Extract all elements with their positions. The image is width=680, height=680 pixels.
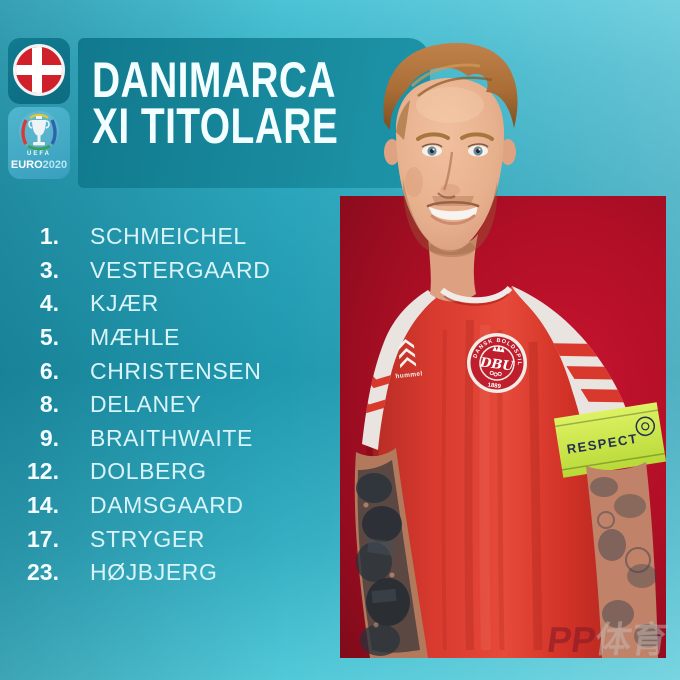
lineup-row: 9. BRAITHWAITE xyxy=(17,422,327,456)
player-number: 6. xyxy=(39,357,59,384)
dbu-crest: DANSK BOLDSPIL-UNION 1889 DBU xyxy=(467,333,527,393)
hummel-logo: hummel xyxy=(395,339,423,380)
right-arm-tattoos xyxy=(586,462,662,658)
euro-word: EURO xyxy=(10,159,43,171)
euro2020-logo-panel: UEFA EURO2020 xyxy=(8,107,70,179)
player-name: KJÆR xyxy=(90,290,159,317)
pp-sports-watermark: PP体育 xyxy=(544,611,671,663)
denmark-flag-icon xyxy=(13,44,65,96)
player-name: VESTERGAARD xyxy=(90,256,271,283)
player-number: 17. xyxy=(27,525,59,552)
player-number: 12. xyxy=(27,458,59,485)
lineup-row: 6. CHRISTENSEN xyxy=(17,354,327,388)
player-number: 23. xyxy=(27,559,59,586)
euro2020-label: EURO2020 xyxy=(8,159,70,171)
left-arm-tattoos xyxy=(354,448,428,658)
lineup-row: 12. DOLBERG xyxy=(17,455,327,489)
euro-year: 2020 xyxy=(42,159,68,171)
title-band xyxy=(78,38,430,188)
title-line-1: DANIMARCA xyxy=(92,52,336,108)
player-list: 1. SCHMEICHEL 3. VESTERGAARD 4. KJÆR 5. … xyxy=(17,220,327,590)
flag-cross-horizontal xyxy=(16,65,62,75)
player-name: CHRISTENSEN xyxy=(90,357,262,384)
player-name: DAMSGAARD xyxy=(90,492,244,519)
title-line-2: XI TITOLARE xyxy=(92,98,339,154)
player-number: 5. xyxy=(39,324,59,351)
watermark-tiyu: 体育 xyxy=(592,619,671,660)
player-number: 4. xyxy=(39,290,59,317)
lineup-row: 14. DAMSGAARD xyxy=(17,489,327,523)
player-name: DELANEY xyxy=(90,391,202,418)
player-number: 3. xyxy=(39,256,59,283)
lineup-row: 1. SCHMEICHEL xyxy=(17,220,327,254)
lineup-row: 8. DELANEY xyxy=(17,388,327,422)
player-name: DOLBERG xyxy=(90,458,207,485)
captain-armband: RESPECT xyxy=(553,402,667,478)
player-head xyxy=(383,42,518,302)
lineup-row: 17. STRYGER xyxy=(17,522,327,556)
crest-center-text: DBU xyxy=(478,355,515,374)
player-photo: RESPECT xyxy=(354,42,667,658)
lineup-row: 23. HØJBJERG xyxy=(17,556,327,590)
lineup-row: 3. VESTERGAARD xyxy=(17,254,327,288)
lineup-row: 4. KJÆR xyxy=(17,287,327,321)
crest-year: 1889 xyxy=(487,383,502,391)
euro2020-trophy-icon xyxy=(19,111,59,151)
player-number: 1. xyxy=(39,223,59,250)
lineup-row: 5. MÆHLE xyxy=(17,321,327,355)
denmark-flag-panel xyxy=(8,38,70,104)
page-title: DANIMARCA XI TITOLARE xyxy=(92,52,339,154)
watermark-pp: PP xyxy=(544,619,599,660)
player-number: 8. xyxy=(39,391,59,418)
hummel-wordmark: hummel xyxy=(395,370,423,380)
player-name: BRAITHWAITE xyxy=(90,424,253,451)
player-number: 14. xyxy=(27,492,59,519)
player-name: STRYGER xyxy=(90,525,205,552)
player-name: MÆHLE xyxy=(90,324,180,351)
jersey-collar xyxy=(440,285,513,306)
player-number: 9. xyxy=(39,424,59,451)
uefa-label: UEFA xyxy=(26,151,51,157)
player-name: SCHMEICHEL xyxy=(90,223,247,250)
player-name: HØJBJERG xyxy=(90,559,218,586)
